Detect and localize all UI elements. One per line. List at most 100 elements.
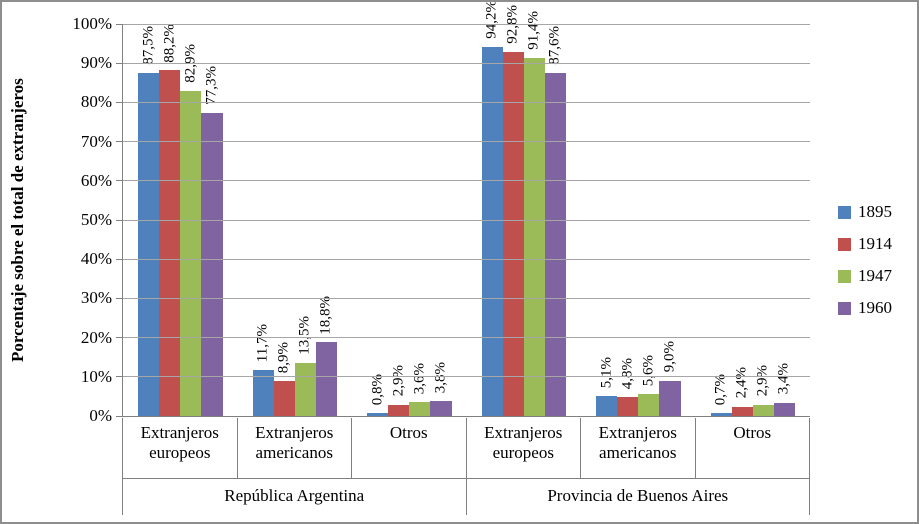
bar-group-5: 0,7% 2,4% 2,9% 3,4%	[696, 24, 811, 416]
gridline-40	[123, 258, 810, 260]
category-label-0: Extranjeros europeos	[123, 418, 238, 478]
y-tick-label: 60%	[80, 170, 112, 190]
legend-swatch-1947	[838, 269, 851, 283]
legend-label: 1947	[858, 266, 892, 285]
y-tick-mark	[116, 337, 123, 339]
bar-value-label: 77,3%	[203, 66, 220, 105]
bar-group-1: 11,7% 8,9% 13,5% 18,8%	[238, 24, 353, 416]
gridline-30	[123, 297, 810, 299]
y-tick-label: 40%	[80, 249, 112, 269]
bar-1947-cat1: 13,5%	[294, 316, 316, 416]
y-tick-mark	[116, 258, 123, 260]
y-tick-label: 70%	[80, 131, 112, 151]
gridline-90	[123, 62, 810, 64]
bar-value-label: 4,8%	[619, 357, 636, 390]
bar-1947-cat5: 2,9%	[752, 365, 774, 416]
gridline-50	[123, 219, 810, 221]
category-label-4: Extranjeros americanos	[581, 418, 696, 478]
bar-1895-cat1: 11,7%	[252, 324, 274, 416]
gridline-80	[123, 101, 810, 103]
legend-swatch-1895	[838, 205, 851, 219]
bar-group-4: 5,1% 4,8% 5,6% 9,0%	[581, 24, 696, 416]
bar-groups: 87,5%88,2%82,9%77,3%11,7%8,9%13,5%18,8%0…	[123, 2, 811, 416]
bar-value-label: 88,2%	[161, 23, 178, 63]
bar-1914-cat0: 88,2%	[159, 24, 181, 416]
bar-1960-cat0: 77,3%	[201, 66, 223, 416]
group-label-1: Provincia de Buenos Aires	[467, 479, 810, 515]
bar-1895-cat4: 5,1%	[596, 357, 618, 416]
bar-1960-cat2: 3,8%	[430, 362, 452, 416]
y-tick-mark	[116, 23, 123, 25]
bar-value-label: 18,8%	[317, 295, 334, 335]
bar-group-0: 87,5%88,2%82,9%77,3%	[123, 24, 238, 416]
bar-1914-cat5: 2,4%	[731, 367, 753, 416]
bar-1960-cat5: 3,4%	[773, 363, 795, 416]
bar-1914-cat2: 2,9%	[388, 365, 410, 416]
y-tick-mark	[116, 297, 123, 299]
bar-1914-cat3: 92,8%	[502, 5, 524, 416]
group-axis-row: República Argentina Provincia de Buenos A…	[122, 479, 810, 515]
legend-item-1895: 1895	[838, 202, 892, 222]
bar-value-label: 9,0%	[661, 341, 678, 373]
gridline-10	[123, 376, 810, 378]
bar-value-label: 2,9%	[754, 365, 771, 397]
gridline-20	[123, 337, 810, 339]
bar-value-label: 8,9%	[275, 341, 292, 374]
y-tick-mark	[116, 62, 123, 64]
bar-value-label: 13,5%	[296, 316, 313, 356]
gridline-70	[123, 141, 810, 143]
legend-swatch-1914	[838, 237, 851, 251]
bar-1960-cat1: 18,8%	[315, 296, 337, 416]
y-tick-label: 0%	[89, 406, 112, 425]
bar-value-label: 5,6%	[640, 354, 657, 387]
legend-label: 1895	[858, 202, 892, 221]
bar-value-label: 3,8%	[432, 361, 449, 394]
plot-area: 87,5%88,2%82,9%77,3%11,7%8,9%13,5%18,8%0…	[72, 2, 811, 425]
legend-item-1914: 1914	[838, 234, 892, 254]
legend-swatch-1960	[838, 301, 851, 315]
legend-item-1960: 1960	[838, 298, 892, 318]
category-label-3: Extranjeros europeos	[467, 418, 581, 478]
bar-value-label: 3,4%	[775, 363, 792, 395]
y-tick-label: 10%	[80, 366, 112, 386]
y-tick-label: 80%	[80, 92, 112, 112]
bar-value-label: 11,7%	[254, 323, 271, 363]
legend-item-1947: 1947	[838, 266, 892, 286]
y-tick-mark	[116, 141, 123, 143]
bar-group-3: 94,2% 92,8% 91,4% 87,6%	[467, 2, 582, 416]
y-tick-label: 20%	[80, 327, 112, 347]
bar-1895-cat2: 0,8%	[367, 374, 389, 416]
y-tick-mark	[116, 101, 123, 103]
bar-value-label: 2,4%	[733, 367, 750, 399]
bar-value-label: 5,1%	[598, 356, 615, 389]
category-label-1: Extranjeros americanos	[238, 418, 352, 478]
legend-label: 1914	[858, 234, 892, 253]
bar-1914-cat4: 4,8%	[617, 358, 639, 416]
bar-value-label: 92,8%	[504, 5, 521, 45]
bar-1895-cat3: 94,2%	[481, 2, 503, 416]
y-tick-label: 50%	[80, 210, 112, 229]
bar-1895-cat5: 0,7%	[710, 374, 732, 416]
bar-value-label: 87,5%	[140, 26, 157, 65]
bar-value-label: 0,8%	[369, 373, 386, 405]
bar-group-2: 0,8% 2,9% 3,6% 3,8%	[352, 24, 467, 416]
y-tick-label: 30%	[80, 288, 112, 308]
category-label-2: Otros	[352, 418, 467, 478]
gridline-100	[123, 23, 810, 25]
y-tick-mark	[116, 180, 123, 182]
gridline-60	[123, 180, 810, 182]
bar-1947-cat2: 3,6%	[409, 363, 431, 416]
bar-1947-cat0: 82,9%	[180, 44, 202, 416]
bar-value-label: 2,9%	[390, 365, 407, 397]
bar-1895-cat0: 87,5%	[138, 26, 160, 416]
bar-1947-cat4: 5,6%	[638, 355, 660, 416]
category-axis-row: Extranjeros europeos Extranjeros american…	[122, 418, 810, 479]
y-tick-label: 90%	[80, 53, 112, 73]
y-tick-mark	[116, 219, 123, 221]
group-label-0: República Argentina	[123, 479, 467, 515]
y-tick-mark	[116, 415, 123, 417]
bar-value-label: 94,2%	[483, 0, 500, 39]
y-tick-mark	[116, 376, 123, 378]
bar-1960-cat3: 87,6%	[544, 26, 566, 416]
